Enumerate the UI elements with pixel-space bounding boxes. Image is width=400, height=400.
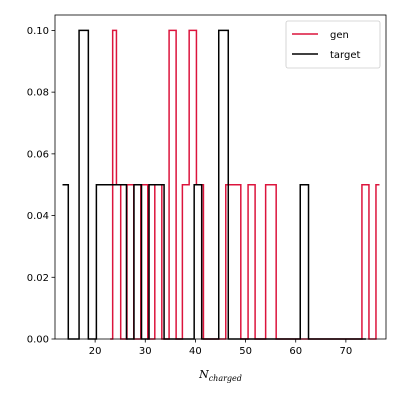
x-axis-label: Ncharged bbox=[198, 368, 242, 383]
legend-label-gen: gen bbox=[330, 30, 349, 41]
x-tick-label: 40 bbox=[189, 346, 202, 357]
x-axis-label-main: N bbox=[198, 368, 209, 381]
x-tick-label: 20 bbox=[89, 346, 102, 357]
axes-frame bbox=[54, 14, 387, 340]
x-axis-ticks: 20 30 40 50 60 70 bbox=[89, 339, 352, 357]
y-tick-label: 0.06 bbox=[27, 149, 49, 160]
legend-box bbox=[285, 20, 381, 69]
legend-label-target: target bbox=[330, 50, 360, 61]
x-tick-label: 30 bbox=[139, 346, 152, 357]
legend: gen target bbox=[285, 20, 381, 69]
y-tick-label: 0.02 bbox=[27, 273, 49, 284]
x-tick-label: 70 bbox=[340, 346, 353, 357]
y-tick-label: 0.08 bbox=[27, 88, 49, 99]
x-axis-label-subscript: charged bbox=[209, 374, 242, 383]
y-tick-label: 0.04 bbox=[27, 211, 49, 222]
y-tick-label: 0.10 bbox=[27, 26, 49, 37]
y-tick-label: 0.00 bbox=[27, 335, 49, 346]
x-tick-label: 60 bbox=[289, 346, 302, 357]
y-axis-ticks: 0.00 0.02 0.04 0.06 0.08 0.10 bbox=[27, 26, 55, 346]
x-tick-label: 50 bbox=[239, 346, 252, 357]
